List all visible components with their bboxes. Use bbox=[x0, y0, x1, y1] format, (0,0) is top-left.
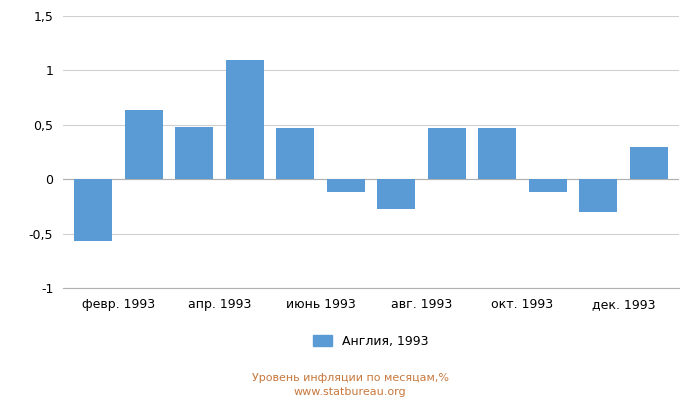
Text: www.statbureau.org: www.statbureau.org bbox=[294, 387, 406, 397]
Bar bbox=[478, 128, 516, 179]
Bar bbox=[276, 128, 314, 179]
Bar bbox=[175, 127, 214, 179]
Bar bbox=[528, 179, 567, 192]
Bar bbox=[630, 146, 668, 179]
Bar bbox=[327, 179, 365, 192]
Bar bbox=[377, 179, 415, 208]
Legend: Англия, 1993: Англия, 1993 bbox=[309, 330, 433, 353]
Text: Уровень инфляции по месяцам,%: Уровень инфляции по месяцам,% bbox=[251, 373, 449, 383]
Bar bbox=[74, 179, 112, 241]
Bar bbox=[226, 60, 264, 179]
Bar bbox=[580, 179, 617, 212]
Bar bbox=[125, 110, 162, 179]
Bar bbox=[428, 128, 466, 179]
